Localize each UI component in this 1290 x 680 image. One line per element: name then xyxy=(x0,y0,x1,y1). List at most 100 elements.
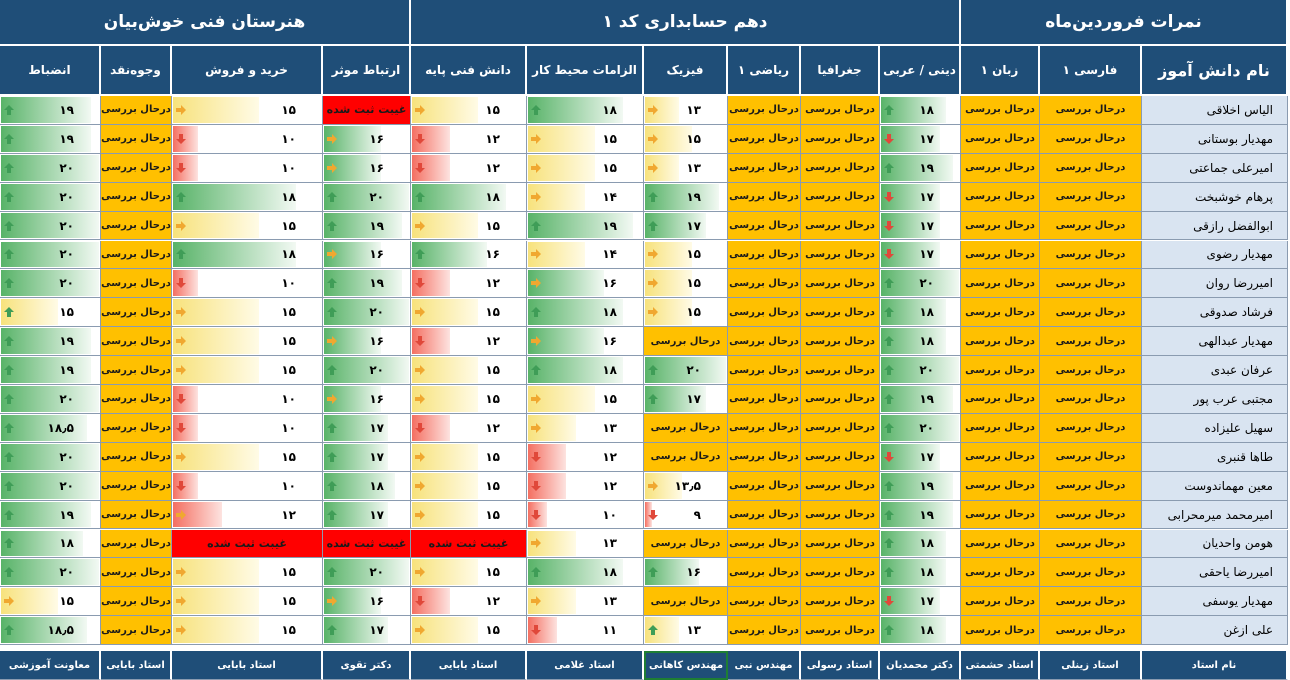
grade-cell-zaban[interactable]: درحال بررسی xyxy=(961,471,1040,501)
grade-cell-joghrafia[interactable]: درحال بررسی xyxy=(801,529,880,559)
grade-cell-farsi[interactable]: درحال بررسی xyxy=(1040,356,1142,385)
grade-cell-riazi[interactable]: درحال بررسی xyxy=(728,298,801,328)
grade-cell-zaban[interactable]: درحال بررسی xyxy=(961,240,1040,270)
grade-cell-enzebat[interactable]: ۲۰ xyxy=(0,182,101,212)
grade-cell-ertebat[interactable]: ۱۶ xyxy=(323,124,411,154)
grade-cell-dini[interactable]: ۱۸ xyxy=(880,96,961,125)
grade-cell-elzamat[interactable]: ۱۲ xyxy=(527,471,644,501)
teacher-name[interactable]: استاد غلامی xyxy=(527,651,644,680)
grade-cell-danesh[interactable]: ۱۵ xyxy=(411,471,527,501)
student-name[interactable]: امیرعلی جماعتی xyxy=(1142,153,1288,183)
grade-cell-ertebat[interactable]: ۱۶ xyxy=(323,153,411,183)
grade-cell-kharid[interactable]: ۱۵ xyxy=(172,558,323,588)
grade-cell-danesh[interactable]: ۱۲ xyxy=(411,413,527,443)
grade-cell-ertebat[interactable]: ۱۹ xyxy=(323,211,411,241)
grade-cell-elzamat[interactable]: ۱۵ xyxy=(527,124,644,154)
grade-cell-riazi[interactable]: درحال بررسی xyxy=(728,327,801,357)
grade-cell-elzamat[interactable]: ۱۲ xyxy=(527,442,644,472)
grade-cell-enzebat[interactable]: ۱۸٫۵ xyxy=(0,616,101,646)
grade-cell-fizik[interactable]: ۱۳٫۵ xyxy=(644,471,728,501)
grade-cell-kharid[interactable]: ۱۵ xyxy=(172,616,323,646)
grade-cell-zaban[interactable]: درحال بررسی xyxy=(961,356,1040,385)
grade-cell-fizik[interactable]: درحال بررسی xyxy=(644,413,728,443)
grade-cell-riazi[interactable]: درحال بررسی xyxy=(728,240,801,270)
grade-cell-farsi[interactable]: درحال بررسی xyxy=(1040,616,1142,646)
grade-cell-elzamat[interactable]: ۱۱ xyxy=(527,616,644,646)
grade-cell-dini[interactable]: ۱۷ xyxy=(880,587,961,617)
grade-cell-fizik[interactable]: ۱۳ xyxy=(644,616,728,646)
grade-cell-dini[interactable]: ۱۸ xyxy=(880,558,961,588)
grade-cell-vojooh[interactable]: درحال بررسی xyxy=(101,356,172,385)
grade-cell-enzebat[interactable]: ۱۸٫۵ xyxy=(0,413,101,443)
teacher-name[interactable]: دکتر تقوی xyxy=(323,651,411,680)
grade-cell-kharid[interactable]: ۱۵ xyxy=(172,442,323,472)
teacher-name[interactable]: استاد بابایی xyxy=(411,651,527,680)
grade-cell-elzamat[interactable]: ۱۳ xyxy=(527,587,644,617)
grade-cell-kharid[interactable]: ۱۲ xyxy=(172,500,323,530)
grade-cell-danesh[interactable]: ۱۵ xyxy=(411,385,527,414)
grade-cell-vojooh[interactable]: درحال بررسی xyxy=(101,413,172,443)
grade-cell-kharid[interactable]: ۱۰ xyxy=(172,471,323,501)
grade-cell-kharid[interactable]: ۱۰ xyxy=(172,385,323,414)
grade-cell-vojooh[interactable]: درحال بررسی xyxy=(101,153,172,183)
grade-cell-dini[interactable]: ۱۷ xyxy=(880,240,961,270)
grade-cell-vojooh[interactable]: درحال بررسی xyxy=(101,471,172,501)
grade-cell-zaban[interactable]: درحال بررسی xyxy=(961,442,1040,472)
grade-cell-elzamat[interactable]: ۱۰ xyxy=(527,500,644,530)
grade-cell-danesh[interactable]: ۱۵ xyxy=(411,616,527,646)
grade-cell-kharid[interactable]: ۱۵ xyxy=(172,298,323,328)
grade-cell-dini[interactable]: ۱۹ xyxy=(880,500,961,530)
grade-cell-enzebat[interactable]: ۱۹ xyxy=(0,327,101,357)
grade-cell-kharid[interactable]: ۱۵ xyxy=(172,96,323,125)
grade-cell-farsi[interactable]: درحال بررسی xyxy=(1040,269,1142,299)
grade-cell-enzebat[interactable]: ۱۹ xyxy=(0,356,101,385)
grade-cell-danesh[interactable]: ۱۵ xyxy=(411,558,527,588)
grade-cell-riazi[interactable]: درحال بررسی xyxy=(728,385,801,414)
grade-cell-dini[interactable]: ۱۹ xyxy=(880,471,961,501)
grade-cell-kharid[interactable]: غیبت ثبت شده xyxy=(172,529,323,559)
grade-cell-fizik[interactable]: درحال بررسی xyxy=(644,327,728,357)
grade-cell-danesh[interactable]: ۱۶ xyxy=(411,240,527,270)
grade-cell-dini[interactable]: ۱۸ xyxy=(880,529,961,559)
grade-cell-dini[interactable]: ۲۰ xyxy=(880,269,961,299)
teacher-name[interactable]: مهندس نبی xyxy=(728,651,801,680)
grade-cell-danesh[interactable]: ۱۵ xyxy=(411,500,527,530)
grade-cell-fizik[interactable]: ۱۷ xyxy=(644,385,728,414)
grade-cell-riazi[interactable]: درحال بررسی xyxy=(728,182,801,212)
grade-cell-danesh[interactable]: ۱۵ xyxy=(411,298,527,328)
student-name[interactable]: مهدیار بوستانی xyxy=(1142,124,1288,154)
grade-cell-zaban[interactable]: درحال بررسی xyxy=(961,500,1040,530)
grade-cell-elzamat[interactable]: ۱۴ xyxy=(527,182,644,212)
student-name[interactable]: امیررضا یاحقی xyxy=(1142,558,1288,588)
grade-cell-enzebat[interactable]: ۲۰ xyxy=(0,211,101,241)
grade-cell-zaban[interactable]: درحال بررسی xyxy=(961,587,1040,617)
grade-cell-joghrafia[interactable]: درحال بررسی xyxy=(801,356,880,385)
student-name[interactable]: پرهام خوشبخت xyxy=(1142,182,1288,212)
grade-cell-joghrafia[interactable]: درحال بررسی xyxy=(801,96,880,125)
student-name[interactable]: سهیل علیزاده xyxy=(1142,413,1288,443)
student-name[interactable]: فرشاد صدوقی xyxy=(1142,298,1288,328)
teacher-name[interactable]: دکتر محمدیان xyxy=(880,651,961,680)
grade-cell-enzebat[interactable]: ۲۰ xyxy=(0,153,101,183)
grade-cell-fizik[interactable]: ۱۵ xyxy=(644,298,728,328)
grade-cell-fizik[interactable]: ۱۵ xyxy=(644,269,728,299)
grade-cell-danesh[interactable]: ۱۲ xyxy=(411,587,527,617)
grade-cell-vojooh[interactable]: درحال بررسی xyxy=(101,269,172,299)
grade-cell-kharid[interactable]: ۱۵ xyxy=(172,356,323,385)
grade-cell-farsi[interactable]: درحال بررسی xyxy=(1040,211,1142,241)
grade-cell-danesh[interactable]: ۱۸ xyxy=(411,182,527,212)
grade-cell-vojooh[interactable]: درحال بررسی xyxy=(101,587,172,617)
grade-cell-fizik[interactable]: ۲۰ xyxy=(644,356,728,385)
grade-cell-zaban[interactable]: درحال بررسی xyxy=(961,327,1040,357)
grade-cell-vojooh[interactable]: درحال بررسی xyxy=(101,442,172,472)
grade-cell-fizik[interactable]: ۱۶ xyxy=(644,558,728,588)
grade-cell-riazi[interactable]: درحال بررسی xyxy=(728,587,801,617)
grade-cell-dini[interactable]: ۱۹ xyxy=(880,153,961,183)
grade-cell-zaban[interactable]: درحال بررسی xyxy=(961,529,1040,559)
grade-cell-joghrafia[interactable]: درحال بررسی xyxy=(801,500,880,530)
grade-cell-ertebat[interactable]: ۱۶ xyxy=(323,587,411,617)
grade-cell-elzamat[interactable]: ۱۸ xyxy=(527,96,644,125)
grade-cell-riazi[interactable]: درحال بررسی xyxy=(728,356,801,385)
grade-cell-kharid[interactable]: ۱۸ xyxy=(172,240,323,270)
grade-cell-joghrafia[interactable]: درحال بررسی xyxy=(801,153,880,183)
